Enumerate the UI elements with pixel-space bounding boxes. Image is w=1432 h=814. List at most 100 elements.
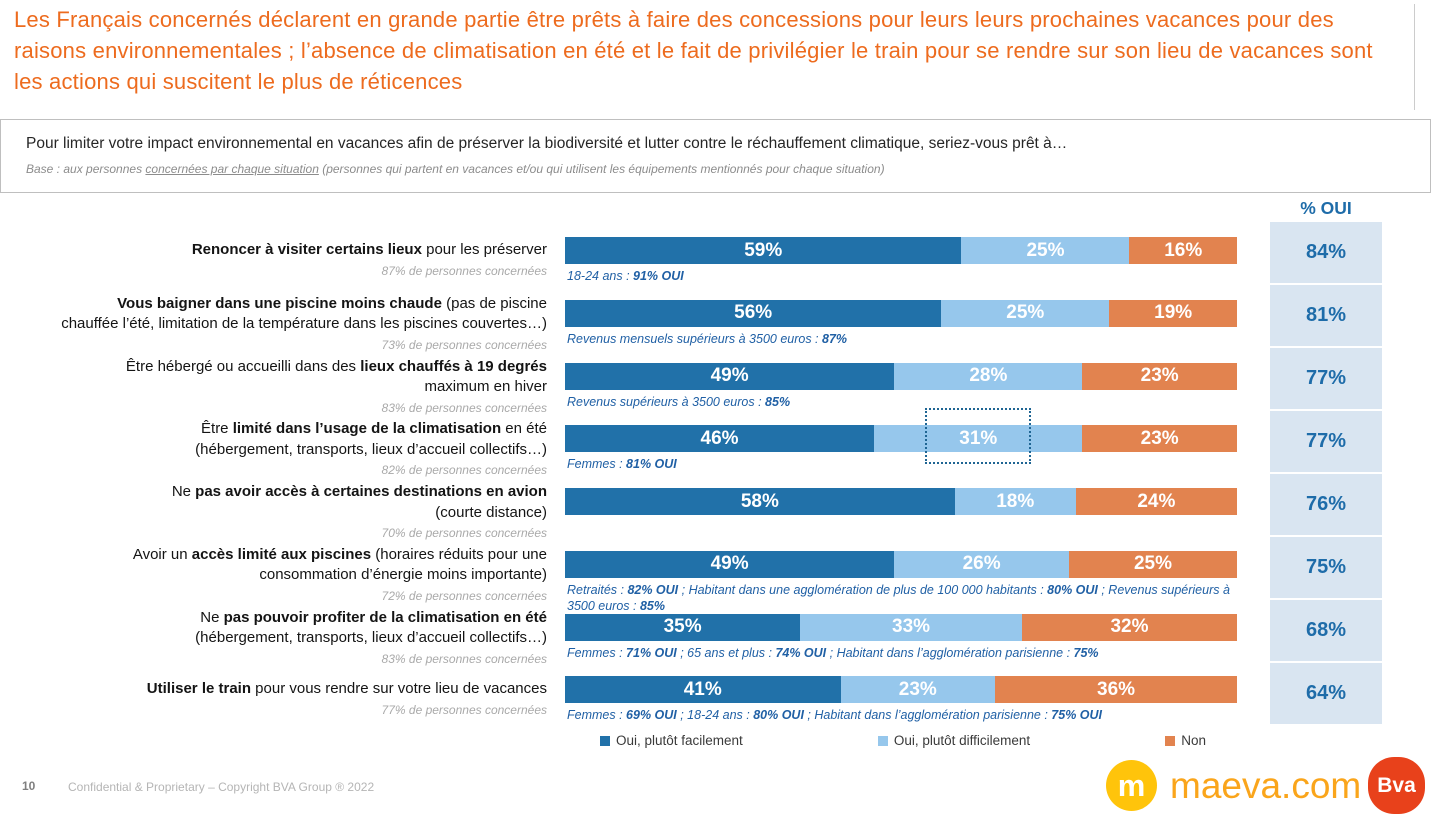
bar-segment: 19% [1109, 299, 1237, 327]
bar-segment: 49% [565, 362, 895, 390]
row-annotation: 18-24 ans : 91% OUI [567, 268, 1237, 284]
stacked-bar: 46% 31% 23% [565, 408, 1237, 465]
stacked-bar: 49% 26% 25% [565, 550, 1237, 578]
maeva-icon: m [1106, 760, 1157, 811]
row-label-text: Utiliser le train pour vous rendre sur v… [27, 679, 547, 700]
bar-segment: 25% [1068, 550, 1237, 578]
bar-segment: 23% [1082, 362, 1237, 390]
text-segment: Être [201, 420, 233, 438]
text-segment: ; Habitant dans l’agglomération parisien… [803, 708, 1052, 723]
legend-item: Oui, plutôt facilement [600, 733, 743, 748]
bar-segment: 35% [565, 613, 801, 641]
oui-total-box: 64% [1270, 663, 1382, 724]
bar-segment: 23% [1082, 425, 1237, 453]
row-annotation: Femmes : 69% OUI ; 18-24 ans : 80% OUI ;… [567, 707, 1237, 723]
base-suffix: (personnes qui partent en vacances et/ou… [318, 162, 885, 176]
text-segment: en été (hébergement, transports, lieux d… [195, 420, 547, 458]
row-annotation: Femmes : 71% OUI ; 65 ans et plus : 74% … [567, 645, 1237, 661]
bar-segment: 23% [840, 676, 996, 704]
row-annotation: Revenus supérieurs à 3500 euros : 85% [567, 394, 1237, 410]
text-segment: Revenus supérieurs à 3500 euros : [567, 394, 766, 409]
row-label: Ne pas pouvoir profiter de la climatisat… [27, 608, 547, 666]
text-segment: ; Revenus supérieurs à 3500 euros : [567, 582, 1230, 613]
legend-item: Oui, plutôt difficilement [877, 733, 1030, 748]
text-segment: 80% OUI [1047, 582, 1098, 597]
bar-segment: 46% [565, 425, 875, 453]
row-label-text: Être hébergé ou accueilli dans des lieux… [27, 357, 547, 398]
row-base-text: 70% de personnes concernées [381, 526, 547, 540]
stacked-bar: 56% 25% 19% [565, 299, 1237, 327]
bar-segment: 59% [565, 237, 962, 264]
text-segment: 80% OUI [753, 708, 804, 723]
row-base-text: 83% de personnes concernées [381, 651, 547, 666]
row-base-text: 72% de personnes concernées [381, 588, 547, 603]
row-label: Utiliser le train pour vous rendre sur v… [27, 679, 547, 717]
text-segment: 85% [765, 394, 791, 409]
bar-segment: 28% [894, 362, 1083, 390]
highlight-box [925, 408, 1032, 465]
text-segment: Ne [171, 483, 196, 500]
oui-total-value: 77% [1305, 430, 1347, 452]
oui-total-box: 68% [1270, 600, 1382, 661]
row-label: Être limité dans l’usage de la climatisa… [27, 419, 547, 477]
base-underlined: concernées par chaque situation [145, 162, 319, 176]
bar-segment: 16% [1129, 237, 1237, 264]
text-segment: 71% OUI [626, 645, 677, 660]
text-segment: pour les préserver [421, 241, 547, 258]
bar-segment: 49% [565, 550, 895, 578]
text-segment: (horaires réduits pour une consommation … [259, 545, 547, 584]
text-segment: pas pouvoir profiter de la climatisation… [223, 608, 547, 626]
text-segment: Femmes : [567, 645, 627, 660]
text-segment: ; 65 ans et plus : [676, 645, 776, 660]
row-annotation: Femmes : 81% OUI [567, 456, 1237, 472]
question-box: Pour limiter votre impact environnementa… [0, 119, 1431, 193]
question-text: Pour limiter votre impact environnementa… [26, 135, 1068, 152]
text-segment: (pas de piscine chauffée l’été, limitati… [61, 294, 547, 333]
bar-segment: 25% [961, 237, 1130, 264]
bar-segment: 18% [954, 488, 1076, 515]
legend-label: Oui, plutôt facilement [616, 733, 743, 748]
stacked-bar: 41% 23% 36% [565, 676, 1237, 704]
chart-rows: Renoncer à visiter certains lieux pour l… [0, 237, 1432, 747]
text-segment: Vous baigner dans une piscine moins chau… [117, 294, 442, 312]
text-segment: Renoncer à visiter certains lieux [191, 241, 422, 258]
row-base-text: 83% de personnes concernées [381, 400, 547, 415]
base-text: Base : aux personnes concernées par chaq… [26, 162, 1430, 176]
row-label: Vous baigner dans une piscine moins chau… [27, 294, 547, 352]
text-segment: Être hébergé ou accueilli dans des [125, 357, 361, 375]
bar-segment: 56% [565, 299, 942, 327]
text-segment: 18-24 ans : [567, 269, 634, 283]
stacked-bar: 49% 28% 23% [565, 362, 1237, 390]
page-title: Les Français concernés déclarent en gran… [14, 7, 1373, 94]
row-label-text: Avoir un accès limité aux piscines (hora… [27, 545, 547, 586]
oui-total-box: 77% [1270, 411, 1382, 472]
text-segment: 74% OUI [775, 645, 827, 660]
text-segment: (hébergement, transports, lieux d’accuei… [195, 629, 547, 646]
oui-total-value: 68% [1305, 619, 1347, 641]
bar-segment: 26% [894, 550, 1069, 578]
text-segment: (courte distance) [435, 503, 547, 521]
bva-logo: Bva [1368, 757, 1425, 814]
oui-total-value: 76% [1305, 493, 1347, 515]
oui-total-box: 75% [1270, 537, 1382, 598]
legend-swatch-icon [877, 736, 888, 746]
bar-segment: 32% [1021, 613, 1237, 641]
row-base-text: 82% de personnes concernées [381, 463, 547, 478]
stacked-bar: 35% 33% 32% [565, 613, 1237, 641]
legend-item: Non [1165, 733, 1206, 748]
text-segment: accès limité aux piscines [191, 545, 372, 563]
text-segment: 75% OUI [1051, 708, 1103, 723]
text-segment: Utiliser le train [146, 680, 251, 698]
row-label: Ne pas avoir accès à certaines destinati… [27, 482, 547, 540]
text-segment: ; Habitant dans une agglomération de plu… [678, 582, 1048, 597]
text-segment: 85% [639, 598, 665, 613]
maeva-logo: m maeva.com [1106, 760, 1361, 811]
bar-segment: 24% [1075, 488, 1237, 515]
text-segment: 75% [1073, 645, 1099, 660]
legend-swatch-icon [1165, 736, 1176, 746]
row-label-text: Vous baigner dans une piscine moins chau… [27, 294, 547, 335]
bar-segment: 41% [565, 676, 841, 704]
row-base-text: 73% de personnes concernées [381, 337, 547, 352]
text-segment: lieux chauffés à 19 degrés [360, 357, 547, 375]
text-segment: ; Habitant dans l’agglomération parisien… [826, 645, 1074, 660]
